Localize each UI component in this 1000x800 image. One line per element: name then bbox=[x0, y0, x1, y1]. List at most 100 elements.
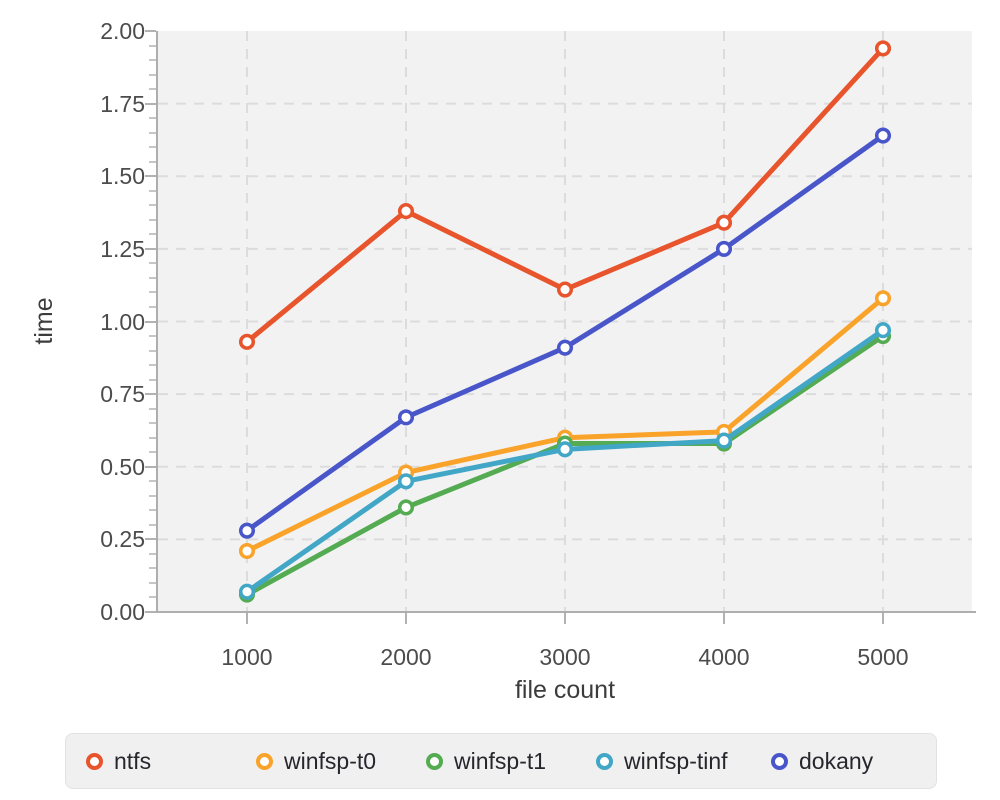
y-minor-tick bbox=[149, 509, 156, 512]
y-tick-label: 0.25 bbox=[100, 526, 145, 553]
y-major-tick bbox=[145, 320, 156, 323]
legend-marker-icon bbox=[256, 752, 273, 770]
y-minor-tick bbox=[149, 276, 156, 279]
data-point-dokany bbox=[238, 522, 256, 539]
y-minor-tick bbox=[149, 422, 156, 425]
y-major-tick bbox=[145, 393, 156, 396]
legend-item-winfsp-t1: winfsp-t1 bbox=[426, 734, 546, 788]
x-tick-label: 3000 bbox=[539, 644, 591, 670]
x-major-tick bbox=[723, 613, 725, 624]
x-tick-label: 4000 bbox=[698, 644, 750, 670]
legend-label: winfsp-t1 bbox=[454, 747, 547, 774]
y-tick-label: 1.25 bbox=[100, 235, 145, 262]
legend-label: winfsp-tinf bbox=[624, 747, 728, 774]
y-major-tick bbox=[145, 30, 156, 32]
y-minor-tick bbox=[149, 364, 156, 367]
data-point-ntfs bbox=[397, 203, 415, 220]
y-minor-tick bbox=[149, 160, 156, 163]
x-major-tick bbox=[246, 613, 248, 624]
legend-marker-icon bbox=[771, 752, 788, 770]
x-major-tick bbox=[564, 613, 566, 624]
y-tick-label: 1.75 bbox=[100, 90, 145, 117]
data-point-winfsp-tinf bbox=[715, 432, 733, 449]
legend-item-winfsp-tinf: winfsp-tinf bbox=[596, 734, 728, 788]
data-point-winfsp-tinf bbox=[397, 473, 415, 490]
x-major-tick bbox=[882, 613, 884, 624]
legend-marker-icon bbox=[426, 752, 443, 770]
y-minor-tick bbox=[149, 305, 156, 308]
y-tick-label: 2.00 bbox=[100, 18, 145, 44]
x-major-tick bbox=[405, 613, 407, 624]
legend-label: ntfs bbox=[114, 747, 152, 774]
y-major-tick bbox=[145, 465, 156, 468]
y-minor-tick bbox=[149, 291, 156, 294]
y-minor-tick bbox=[149, 335, 156, 338]
y-minor-tick bbox=[149, 436, 156, 439]
legend-label: dokany bbox=[799, 747, 874, 774]
y-minor-tick bbox=[149, 233, 156, 236]
y-minor-tick bbox=[149, 262, 156, 265]
y-major-tick bbox=[145, 247, 156, 250]
legend-marker-icon bbox=[596, 752, 613, 770]
y-major-tick bbox=[145, 538, 156, 541]
y-minor-tick bbox=[149, 480, 156, 483]
y-minor-tick bbox=[149, 189, 156, 192]
x-tick-label: 5000 bbox=[857, 644, 909, 670]
legend-item-ntfs: ntfs bbox=[86, 734, 151, 788]
data-point-ntfs bbox=[556, 281, 574, 298]
data-point-winfsp-t1 bbox=[397, 499, 415, 516]
data-point-dokany bbox=[556, 339, 574, 356]
data-point-dokany bbox=[397, 409, 415, 426]
y-minor-tick bbox=[149, 596, 156, 599]
data-point-winfsp-t0 bbox=[238, 542, 256, 560]
y-minor-tick bbox=[149, 218, 156, 221]
y-minor-tick bbox=[149, 117, 156, 120]
y-major-tick bbox=[145, 175, 156, 178]
legend: ntfs winfsp-t0 winfsp-t1 winfsp-tinf dokany bbox=[65, 733, 937, 789]
y-tick-label: 1.50 bbox=[100, 163, 145, 190]
y-minor-tick bbox=[149, 73, 156, 76]
x-axis-title: file count bbox=[514, 676, 616, 704]
legend-label: winfsp-t0 bbox=[284, 747, 377, 774]
plot-canvas bbox=[158, 31, 972, 612]
y-minor-tick bbox=[149, 349, 156, 352]
y-tick-label: 0.50 bbox=[100, 453, 145, 480]
y-minor-tick bbox=[149, 44, 156, 47]
y-axis-title: time bbox=[30, 297, 58, 345]
y-axis-spine bbox=[156, 31, 158, 613]
y-minor-tick bbox=[149, 523, 156, 526]
legend-marker-icon bbox=[86, 752, 103, 770]
y-minor-tick bbox=[149, 494, 156, 497]
y-minor-tick bbox=[149, 552, 156, 555]
y-minor-tick bbox=[149, 451, 156, 454]
data-point-winfsp-tinf bbox=[556, 441, 574, 458]
legend-item-winfsp-t0: winfsp-t0 bbox=[256, 734, 376, 788]
data-point-dokany bbox=[874, 127, 892, 144]
y-tick-label: 0.75 bbox=[100, 381, 145, 408]
legend-item-dokany: dokany bbox=[771, 734, 873, 788]
plot-area bbox=[158, 31, 972, 612]
series-line-winfsp-t0 bbox=[244, 295, 886, 554]
y-major-tick bbox=[145, 611, 156, 613]
y-minor-tick bbox=[149, 131, 156, 134]
data-point-winfsp-tinf bbox=[874, 322, 892, 339]
y-minor-tick bbox=[149, 204, 156, 207]
data-point-ntfs bbox=[874, 40, 892, 57]
data-point-ntfs bbox=[715, 214, 733, 231]
y-minor-tick bbox=[149, 378, 156, 381]
data-point-winfsp-tinf bbox=[238, 583, 256, 600]
y-tick-label: 1.00 bbox=[100, 308, 145, 335]
data-point-winfsp-t0 bbox=[874, 290, 892, 307]
y-minor-tick bbox=[149, 59, 156, 62]
y-tick-label: 0.00 bbox=[100, 599, 145, 625]
x-tick-label: 1000 bbox=[221, 644, 273, 670]
data-point-dokany bbox=[715, 240, 733, 257]
y-minor-tick bbox=[149, 581, 156, 584]
y-minor-tick bbox=[149, 146, 156, 149]
x-tick-label: 2000 bbox=[380, 644, 432, 670]
y-major-tick bbox=[145, 102, 156, 105]
x-axis-spine bbox=[156, 611, 976, 613]
data-point-ntfs bbox=[238, 333, 256, 350]
y-minor-tick bbox=[149, 88, 156, 91]
y-minor-tick bbox=[149, 567, 156, 570]
